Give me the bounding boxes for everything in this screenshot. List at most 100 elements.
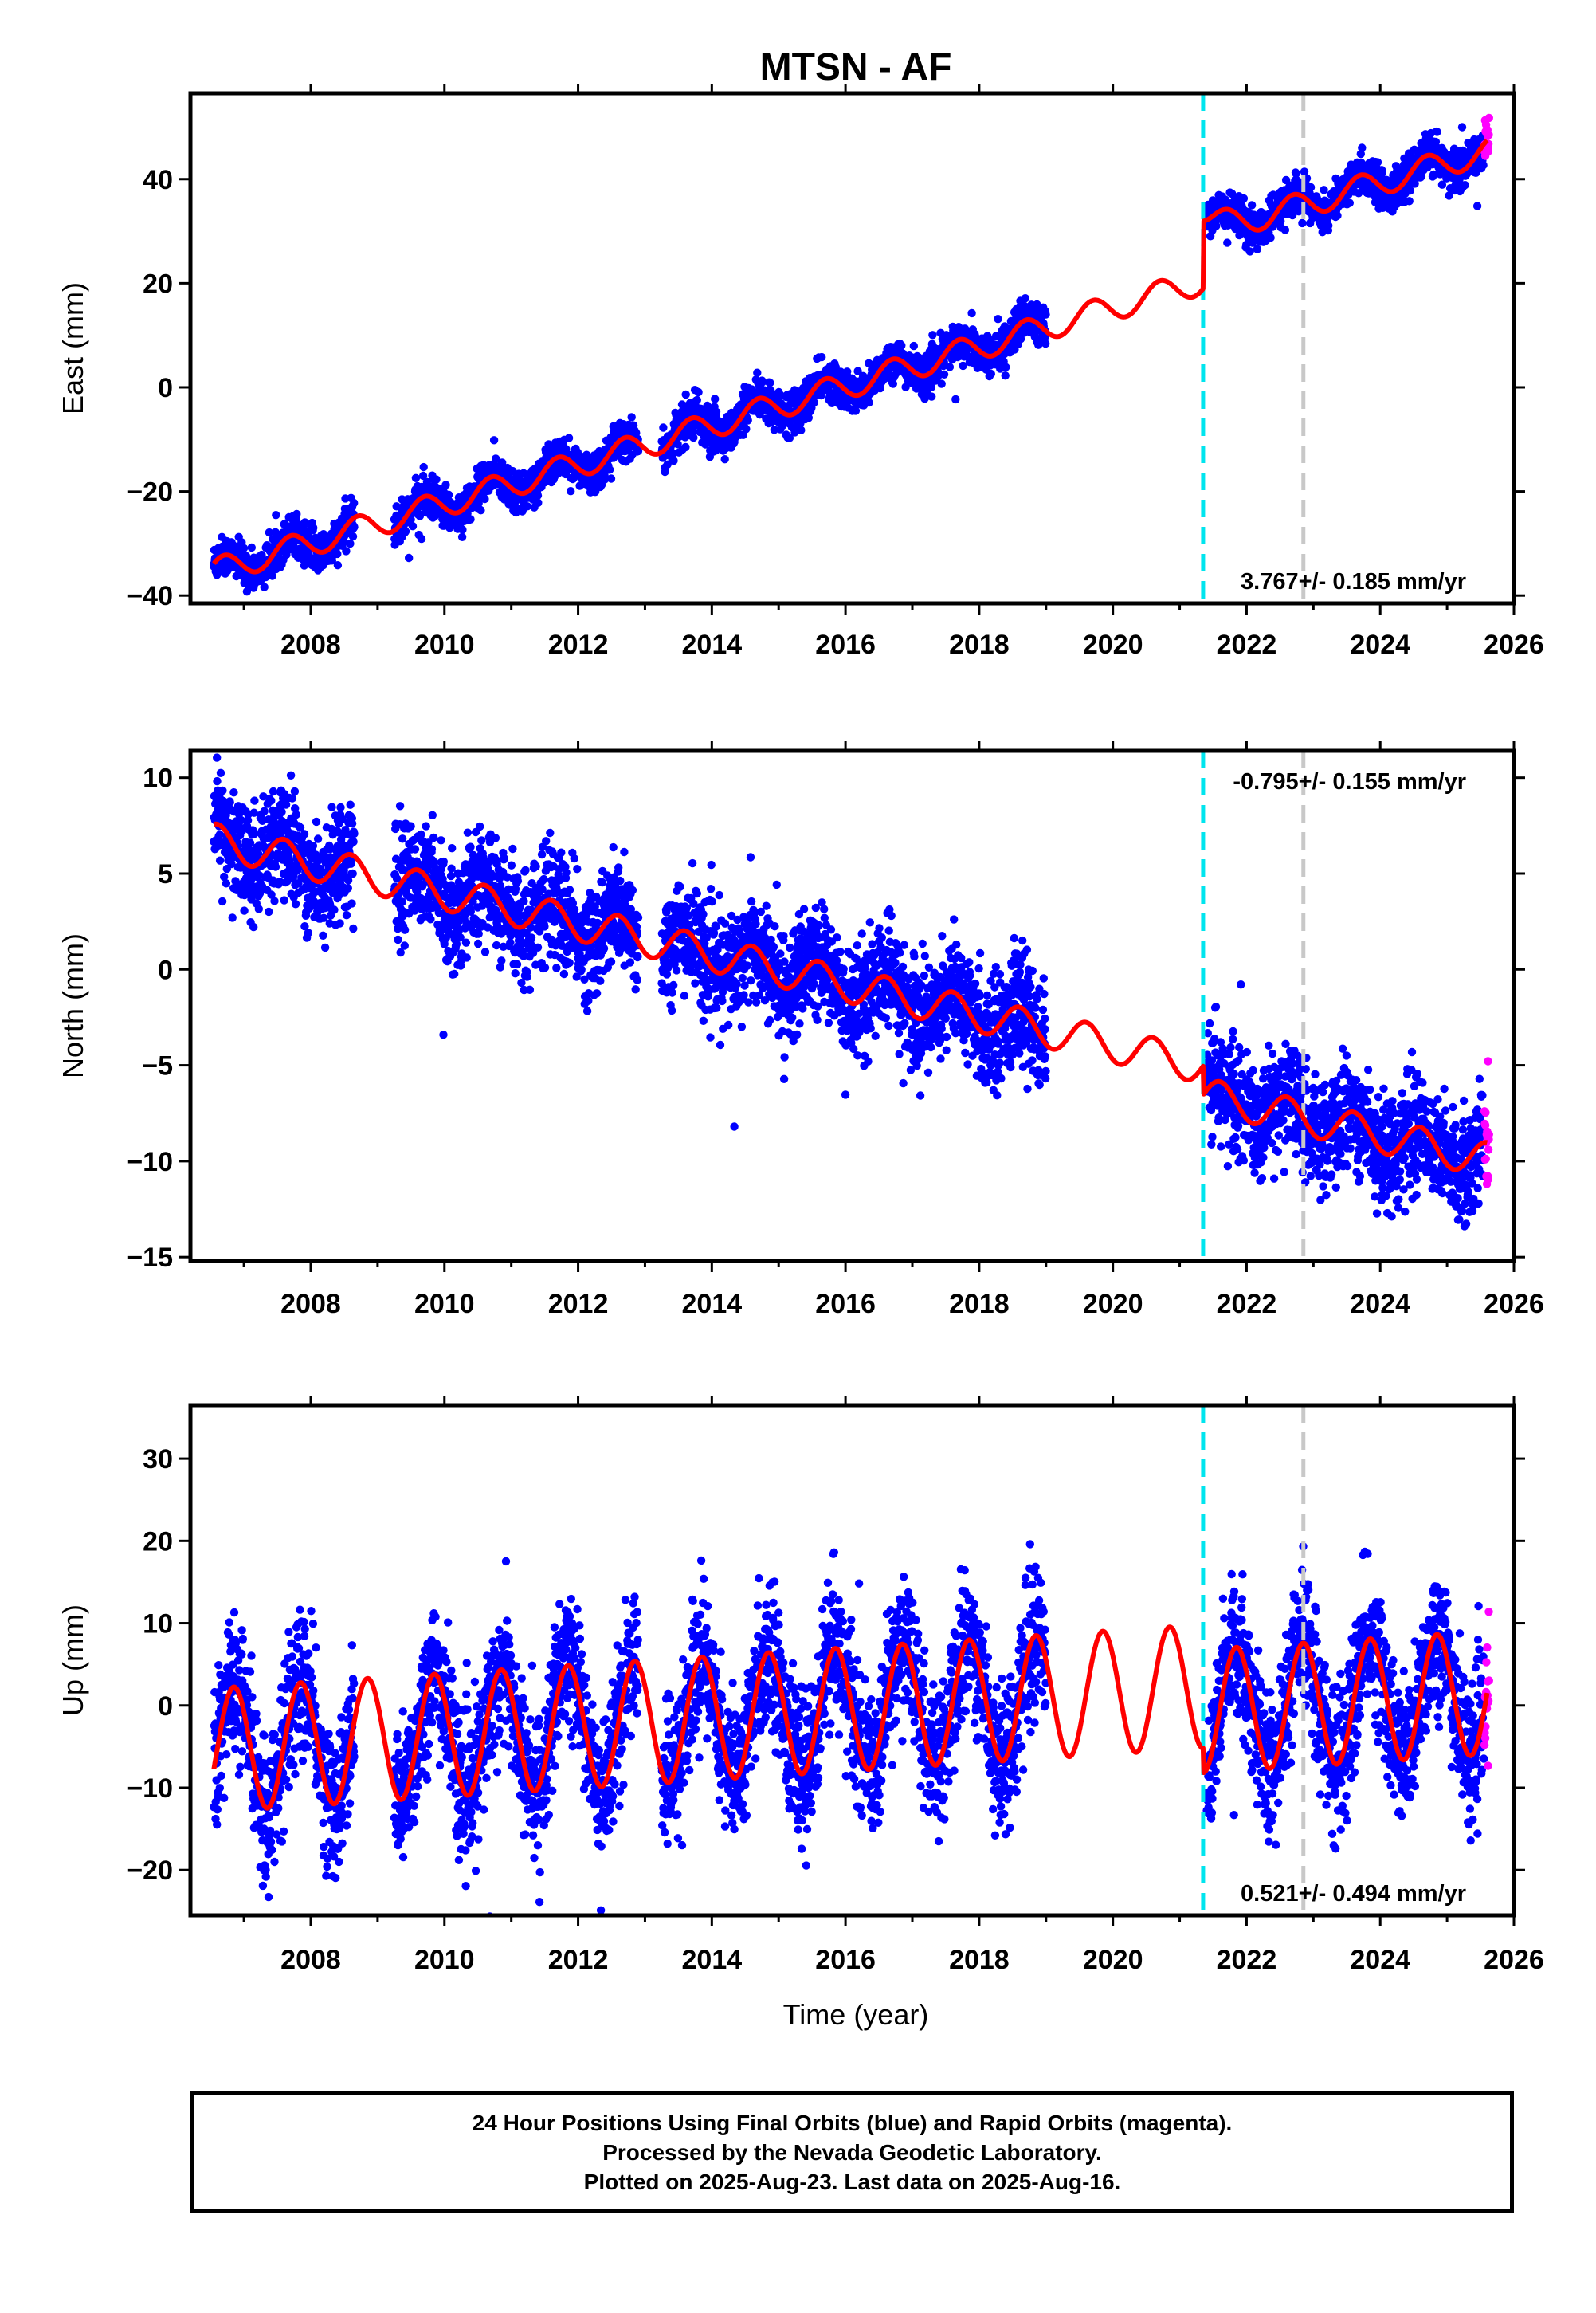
data-point-final: [742, 425, 751, 434]
data-point-final: [681, 390, 690, 399]
data-point-final: [272, 511, 280, 520]
data-point-final: [333, 549, 342, 559]
data-point-final: [280, 519, 289, 528]
data-point-final: [1021, 294, 1030, 303]
data-point-final: [286, 771, 296, 780]
data-point-final: [633, 446, 643, 456]
data-point-final: [600, 475, 610, 484]
x-tick-label: 2014: [682, 630, 743, 660]
data-point-final: [419, 462, 428, 472]
data-point-final: [268, 571, 276, 580]
data-point-final: [1405, 197, 1414, 206]
data-point-final: [260, 807, 269, 815]
data-point-final: [897, 341, 906, 350]
data-point-final: [1253, 245, 1262, 253]
data-point-final: [1373, 158, 1382, 167]
panel-north: 2008 2010 2012 2014 2016 2018 2020 2022 2024 2026…: [57, 741, 1544, 1319]
data-point-final: [753, 368, 762, 377]
data-point-final: [489, 436, 499, 445]
x-tick-label: 2024: [1350, 630, 1410, 660]
data-point-final: [222, 879, 231, 888]
data-point-final: [1245, 247, 1254, 256]
data-point-final: [312, 817, 321, 827]
data-point-final: [480, 494, 489, 504]
data-point-final: [229, 788, 238, 797]
data-point-final: [216, 768, 225, 777]
data-point-final: [967, 308, 976, 318]
data-point-final: [350, 523, 359, 532]
y-tick-label: 40: [143, 165, 173, 195]
data-point-final: [267, 796, 276, 805]
data-point-final: [392, 502, 401, 511]
data-point-final: [1298, 218, 1307, 228]
data-point-final: [327, 803, 336, 811]
x-tick-label: 2018: [949, 630, 1010, 660]
data-point-final: [928, 331, 937, 340]
data-point-final: [492, 454, 500, 463]
data-point-final: [865, 398, 873, 407]
x-tick-label: 2012: [548, 630, 609, 660]
data-point-final: [304, 929, 313, 937]
data-point-final: [458, 525, 467, 534]
data-point-final: [300, 830, 309, 838]
data-point-final: [250, 796, 259, 805]
data-point-final: [350, 498, 359, 508]
data-point-final: [215, 831, 224, 839]
data-point-final: [300, 518, 309, 527]
data-point-final: [320, 943, 330, 952]
data-point-final: [669, 456, 678, 465]
data-point-final: [1002, 363, 1010, 371]
panels: 2008 2010 2012 2014 2016 2018 2020 2022 2024 2026…: [57, 84, 1544, 2031]
data-point-final: [240, 906, 249, 915]
data-point-final: [408, 522, 418, 531]
data-point-final: [215, 856, 225, 865]
data-point-final: [1292, 169, 1300, 178]
data-point-final: [418, 471, 428, 481]
data-point-final: [986, 369, 996, 379]
data-point-final: [1041, 310, 1050, 319]
chart-title: MTSN - AF: [760, 46, 952, 88]
x-tick-label: 2020: [1083, 630, 1143, 660]
data-point-final: [669, 450, 677, 459]
data-point-final: [712, 407, 721, 416]
panel-east: 2008 2010 2012 2014 2016 2018 2020 2022 2024 2026…: [57, 84, 1544, 660]
y-axis-label: East (mm): [57, 282, 89, 414]
data-point-final: [313, 834, 323, 843]
data-point-final: [265, 528, 274, 537]
data-point-final: [909, 341, 919, 351]
x-tick-label: 2022: [1217, 630, 1277, 660]
data-point-final: [280, 896, 288, 905]
data-point-final: [260, 583, 269, 591]
data-point-final: [1433, 128, 1441, 136]
data-point-final: [271, 862, 280, 871]
data-point-final: [927, 392, 936, 401]
data-point-final: [228, 913, 237, 922]
data-point-final: [939, 370, 949, 379]
data-point-final: [432, 475, 441, 484]
data-point-final: [1324, 221, 1333, 230]
data-point-final: [1358, 143, 1367, 152]
data-point-final: [606, 465, 614, 474]
data-point-rapid: [1484, 130, 1493, 139]
data-point-final: [1041, 339, 1050, 348]
data-point-final: [1223, 238, 1232, 247]
data-point-final: [1472, 202, 1482, 210]
series-final-orbits: [210, 753, 1488, 1231]
data-point-final: [441, 481, 450, 489]
data-point-final: [606, 474, 616, 483]
x-tick-label: 2026: [1484, 630, 1544, 660]
y-tick-label: 0: [158, 373, 173, 403]
data-point-final: [1461, 181, 1469, 190]
data-point-final: [342, 547, 351, 556]
data-point-final: [692, 395, 701, 405]
data-point-final: [346, 539, 355, 548]
x-tick-label: 2008: [280, 630, 341, 660]
data-point-final: [632, 429, 641, 438]
data-point-final: [213, 753, 222, 762]
data-point-final: [567, 487, 575, 496]
y-tick-label: −20: [127, 477, 173, 508]
data-point-rapid: [1484, 113, 1494, 123]
data-point-final: [498, 458, 507, 467]
rate-label: 3.767+/- 0.185 mm/yr: [1241, 569, 1466, 595]
data-point-final: [818, 352, 826, 362]
